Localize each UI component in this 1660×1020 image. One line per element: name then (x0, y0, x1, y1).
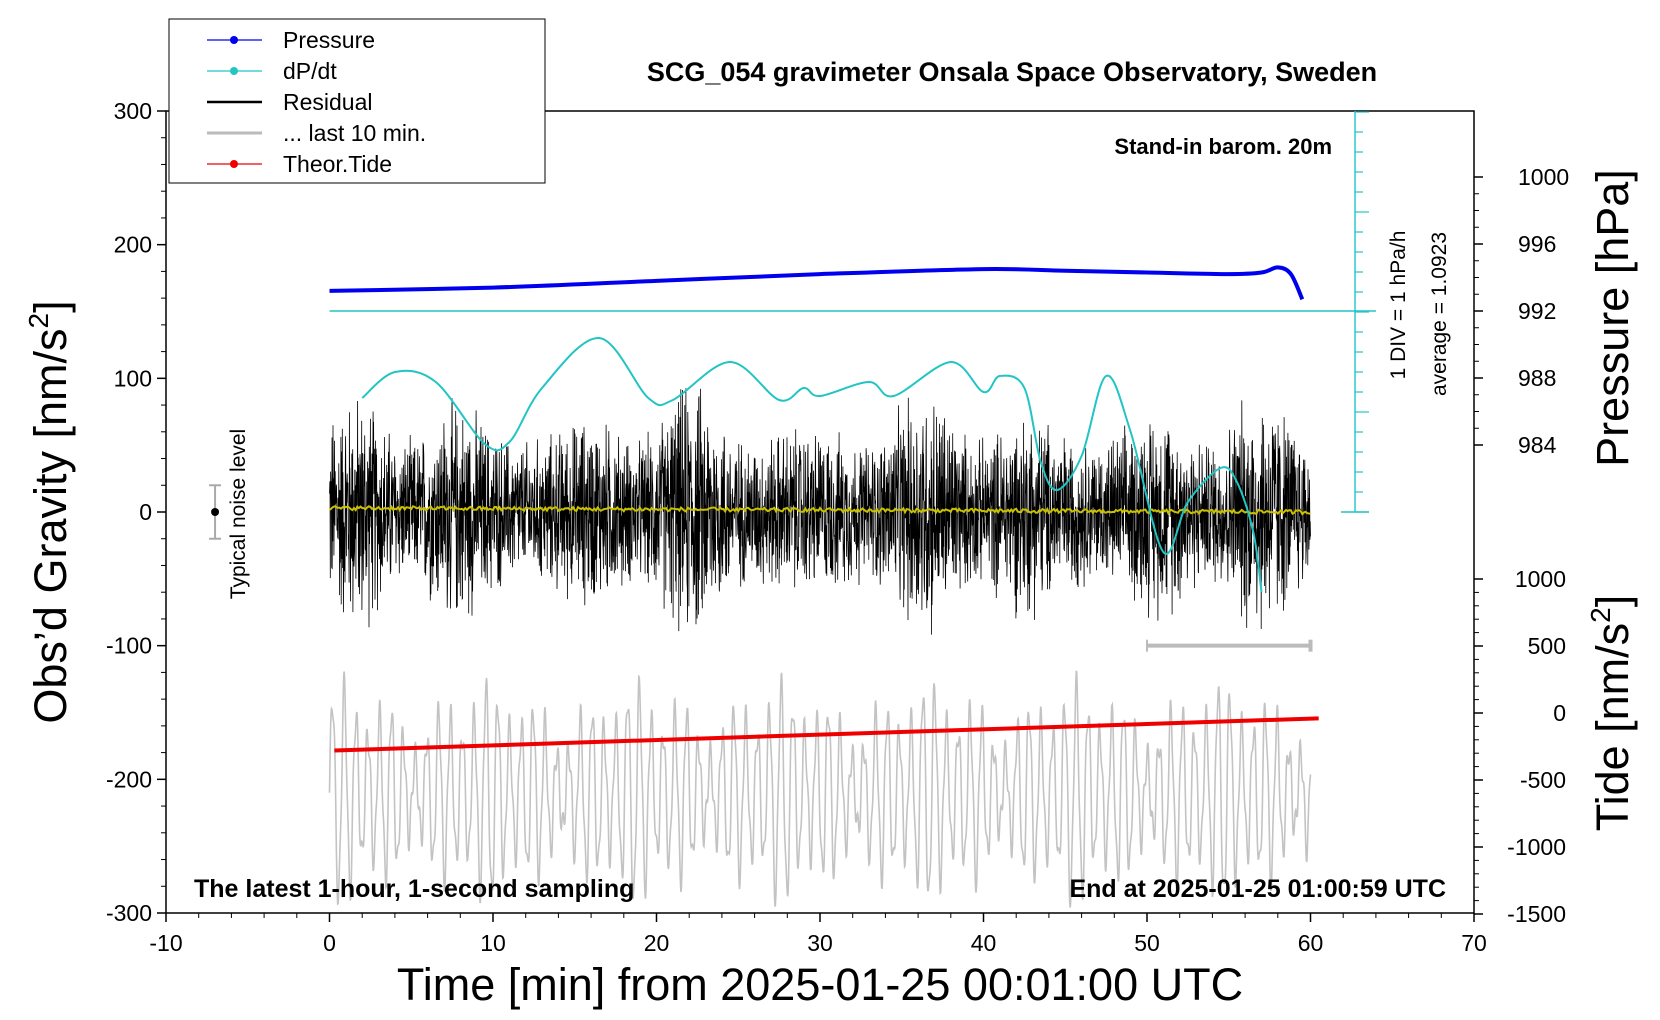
average-annotation: average = 1.0923 (1428, 232, 1451, 396)
tide-tick-label-500: 500 (1528, 633, 1566, 659)
dpdt-series (329, 310, 1376, 593)
legend-entry-tide: Theor.Tide (207, 151, 392, 177)
legend-entry-residual: Residual (207, 89, 373, 115)
noise-level-bar (209, 484, 222, 540)
y-tick-label-200: 200 (114, 232, 152, 258)
y-axis-left-label-sup: 2 (23, 313, 54, 329)
legend-entry-dpdt: dP/dt (207, 58, 337, 84)
chart-title: SCG_054 gravimeter Onsala Space Observat… (647, 57, 1377, 87)
x-tick-label-10: 10 (480, 930, 506, 956)
legend-dot-pressure (230, 36, 238, 44)
tide-tick-label-0: 0 (1553, 700, 1566, 726)
legend-label-tide: Theor.Tide (283, 151, 392, 177)
legend-label-last10: ... last 10 min. (283, 120, 426, 146)
y-axis-tide-label-sup: 2 (1585, 607, 1616, 623)
tide-line (334, 716, 1319, 753)
y-axis-tide-label-close: ] (1587, 595, 1638, 608)
tide-tick-label-1000: 1000 (1515, 566, 1566, 592)
legend-dot-tide (230, 160, 238, 168)
y-tick-label--100: -100 (106, 633, 152, 659)
y-axis-left-label-base: Obs’d Gravity [nm/s (25, 329, 76, 724)
pressure-tick-label-988: 988 (1518, 365, 1556, 391)
x-axis: -10 0 10 20 30 40 50 60 70 (149, 913, 1487, 956)
dpdt-scale-bar (1341, 111, 1369, 513)
x-tick-label-60: 60 (1298, 930, 1324, 956)
tide-tick-label--1000: -1000 (1507, 834, 1566, 860)
tide-tick-label--500: -500 (1520, 767, 1566, 793)
mean-residual-line (329, 504, 1311, 516)
legend-entry-pressure: Pressure (207, 27, 375, 53)
last10-marker (1146, 639, 1313, 652)
y-tick-label--300: -300 (106, 900, 152, 926)
x-tick-label-20: 20 (644, 930, 670, 956)
y-tick-label-100: 100 (114, 365, 152, 391)
y-axis-left-label: Obs’d Gravity [nm/s2] (23, 300, 76, 723)
pressure-line (329, 265, 1305, 301)
y-axis-pressure: 984 988 992 996 1000 (1474, 164, 1569, 458)
tide-tick-label--1500: -1500 (1507, 901, 1566, 927)
residual-series (329, 388, 1311, 635)
x-tick-label-40: 40 (971, 930, 997, 956)
y-tick-label-300: 300 (114, 98, 152, 124)
legend-label-pressure: Pressure (283, 27, 375, 53)
x-tick-label-30: 30 (807, 930, 833, 956)
y-axis-left: -300 -200 -100 0 100 200 300 (106, 98, 166, 926)
y-axis-left-label-close: ] (25, 300, 76, 313)
bottom-right-annotation: End at 2025-01-25 01:00:59 UTC (1069, 875, 1446, 903)
dpdt-line (361, 336, 1263, 593)
tide-series (334, 716, 1319, 753)
legend-dot-dpdt (230, 67, 238, 75)
pressure-tick-label-1000: 1000 (1518, 164, 1569, 190)
last10-line (328, 670, 1312, 908)
pressure-tick-label-996: 996 (1518, 231, 1556, 257)
x-tick-label--10: -10 (149, 930, 182, 956)
residual-line (329, 388, 1311, 635)
mean-residual-line (329, 504, 1311, 516)
x-tick-label-0: 0 (323, 930, 336, 956)
legend-label-dpdt: dP/dt (283, 58, 337, 84)
legend-label-residual: Residual (283, 89, 373, 115)
pressure-tick-label-992: 992 (1518, 298, 1556, 324)
noise-level-annotation: Typical noise level (227, 429, 250, 599)
x-tick-label-70: 70 (1461, 930, 1487, 956)
div-annotation: 1 DIV = 1 hPa/h (1387, 231, 1410, 380)
y-axis-tide-label: Tide [nm/s2] (1585, 595, 1638, 831)
y-axis-pressure-label: Pressure [hPa] (1587, 169, 1638, 467)
x-tick-label-50: 50 (1134, 930, 1160, 956)
y-axis-tide: -1500 -1000 -500 0 500 1000 (1474, 566, 1566, 927)
y-tick-label--200: -200 (106, 766, 152, 792)
y-tick-label-0: 0 (139, 499, 152, 525)
legend: Pressure dP/dt Residual ... last 10 min.… (168, 18, 546, 184)
pressure-series (329, 265, 1305, 301)
noise-bar-dot (211, 508, 220, 516)
bottom-left-annotation: The latest 1-hour, 1-second sampling (194, 875, 634, 903)
y-axis-tide-label-base: Tide [nm/s (1587, 623, 1638, 831)
barometer-annotation: Stand-in barom. 20m (1114, 134, 1332, 159)
pressure-tick-label-984: 984 (1518, 432, 1557, 458)
legend-entry-last10: ... last 10 min. (207, 120, 426, 146)
x-axis-label: Time [min] from 2025-01-25 00:01:00 UTC (397, 959, 1243, 1010)
last10-series (328, 670, 1312, 908)
series-layers (328, 265, 1376, 908)
